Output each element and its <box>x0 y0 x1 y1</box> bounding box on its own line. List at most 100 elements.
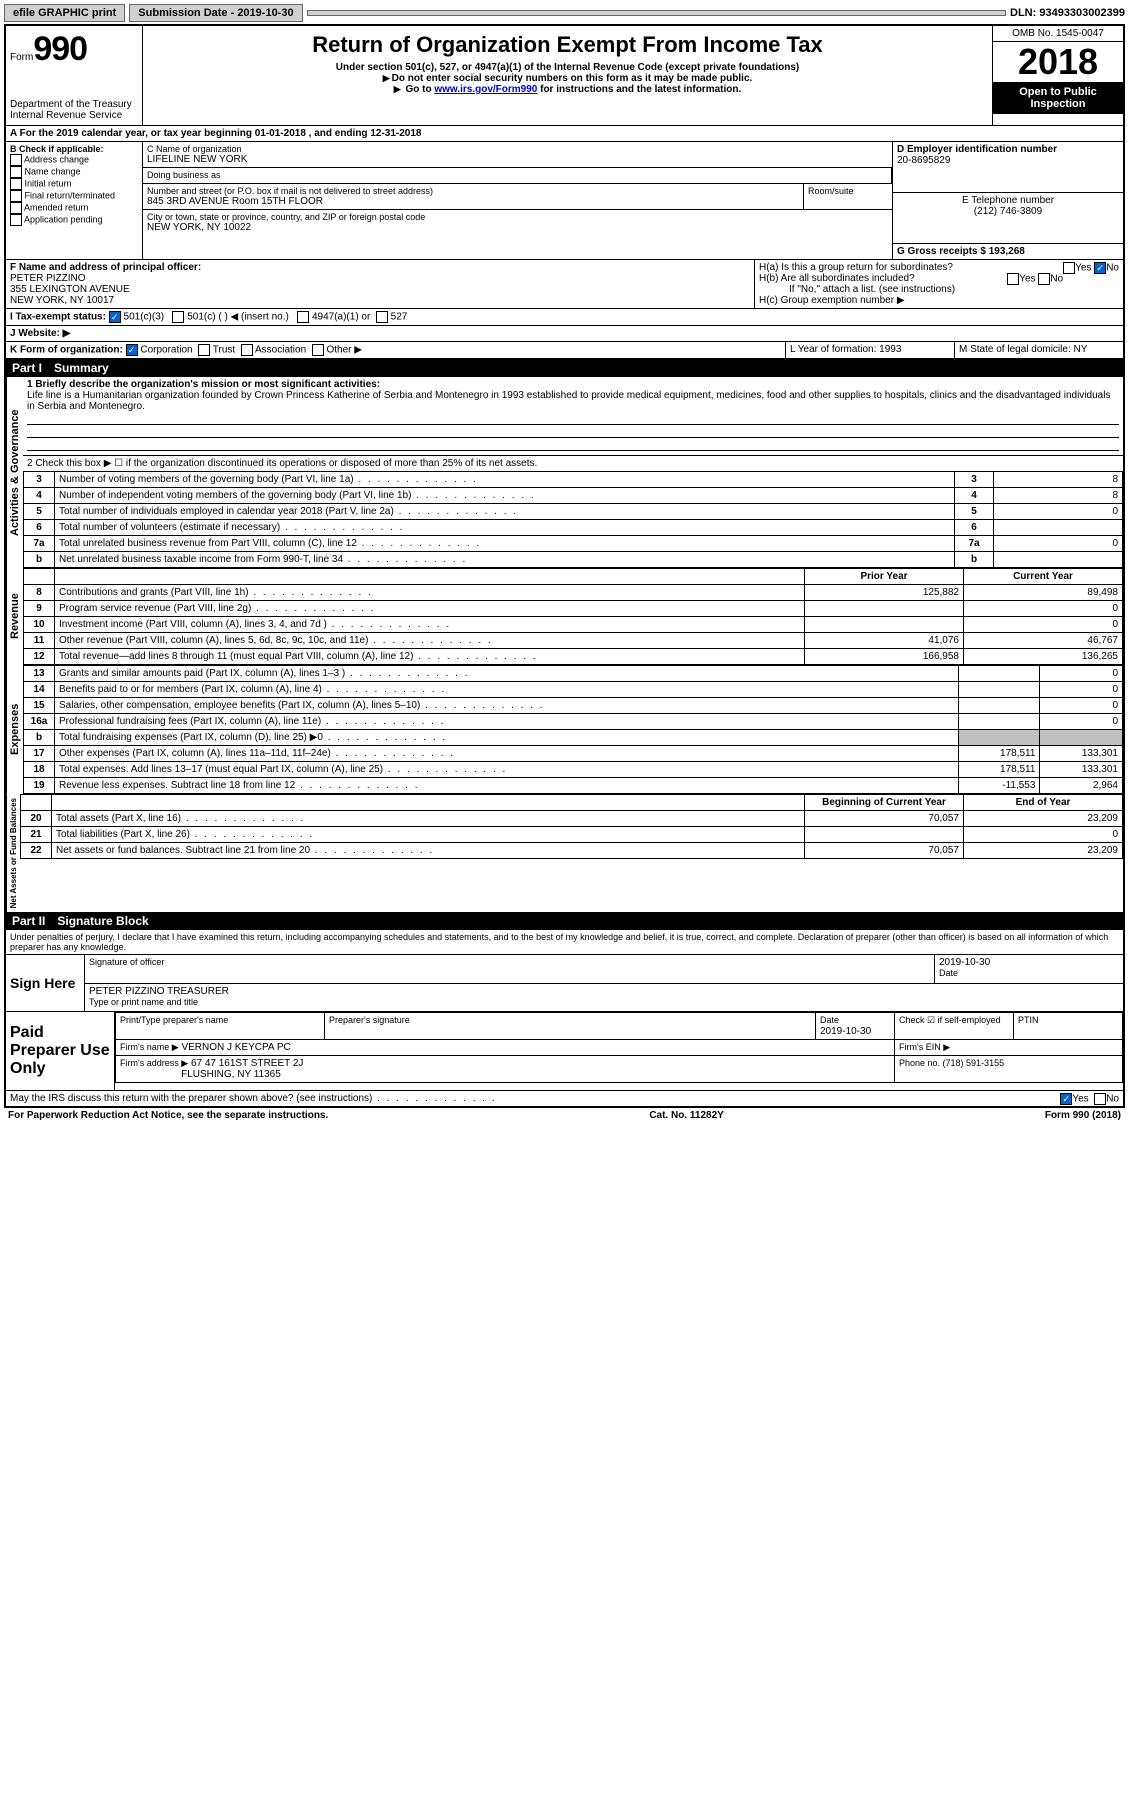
b-opt-check[interactable] <box>10 178 22 190</box>
ag-row: 5Total number of individuals employed in… <box>24 504 1123 520</box>
discuss-text: May the IRS discuss this return with the… <box>10 1093 497 1104</box>
form-outer: Form990 Department of the Treasury Inter… <box>4 24 1125 1108</box>
box-b: B Check if applicable: Address change Na… <box>6 142 143 260</box>
k-o4: Other ▶ <box>326 345 361 356</box>
submission-date-button[interactable]: Submission Date - 2019-10-30 <box>129 4 302 22</box>
box-l: L Year of formation: 1993 <box>786 342 955 359</box>
f-label: F Name and address of principal officer: <box>10 262 201 273</box>
part-i-bar: Part I Summary <box>6 359 1123 377</box>
k-corp[interactable]: ✓ <box>126 344 138 356</box>
ha-yes[interactable] <box>1063 262 1075 274</box>
part-ii-bar: Part II Signature Block <box>6 912 1123 930</box>
sign-here: Sign Here <box>6 955 85 1011</box>
f-name: PETER PIZZINO <box>10 273 86 284</box>
city: NEW YORK, NY 10022 <box>147 222 888 233</box>
sig-name-lbl: Type or print name and title <box>89 997 198 1007</box>
bcd-block: B Check if applicable: Address change Na… <box>6 142 1123 260</box>
d-label: D Employer identification number <box>897 144 1057 155</box>
ag-row: 3Number of voting members of the governi… <box>24 472 1123 488</box>
vlabel-exp: Expenses <box>6 665 23 794</box>
form-990: 990 <box>33 30 87 68</box>
ag-table: 3Number of voting members of the governi… <box>23 471 1123 568</box>
b-opt-check[interactable] <box>10 214 22 226</box>
tax-year: 2018 <box>993 42 1123 82</box>
table-row: 10Investment income (Part VIII, column (… <box>24 617 1123 633</box>
exp-table: 13Grants and similar amounts paid (Part … <box>23 665 1123 794</box>
sig-date-lbl: Date <box>939 968 958 978</box>
table-row: 12Total revenue—add lines 8 through 11 (… <box>24 649 1123 665</box>
i-o4: 527 <box>391 312 408 323</box>
b-opt-check[interactable] <box>10 202 22 214</box>
phone: (212) 746-3809 <box>897 206 1119 217</box>
top-bar: efile GRAPHIC print Submission Date - 20… <box>4 4 1125 22</box>
hb-no[interactable] <box>1038 273 1050 285</box>
vlabel-ag: Activities & Governance <box>6 377 23 568</box>
preparer-table: Print/Type preparer's name Preparer's si… <box>115 1012 1123 1083</box>
yes-lbl: Yes <box>1072 1094 1088 1105</box>
q2: 2 Check this box ▶ ☐ if the organization… <box>23 456 1123 471</box>
discuss-row: May the IRS discuss this return with the… <box>6 1091 1123 1106</box>
line-a: A For the 2019 calendar year, or tax yea… <box>6 126 1123 142</box>
k-label: K Form of organization: <box>10 345 123 356</box>
fh-block: F Name and address of principal officer:… <box>6 260 1123 309</box>
open-public: Open to Public Inspection <box>993 82 1123 114</box>
ag-row: 6Total number of volunteers (estimate if… <box>24 520 1123 536</box>
b-opt-check[interactable] <box>10 190 22 202</box>
discuss-yes[interactable]: ✓ <box>1060 1093 1072 1105</box>
dba-label: Doing business as <box>147 170 221 180</box>
ptin-lbl: PTIN <box>1018 1015 1039 1025</box>
org-name: LIFELINE NEW YORK <box>147 154 888 165</box>
subtitle-2: Do not enter social security numbers on … <box>151 73 984 84</box>
i-4947[interactable] <box>297 311 309 323</box>
k-trust[interactable] <box>198 344 210 356</box>
g-gross: G Gross receipts $ 193,268 <box>893 244 1123 259</box>
prep-sig-lbl: Preparer's signature <box>329 1015 410 1025</box>
box-deg: D Employer identification number 20-8695… <box>892 142 1123 260</box>
part-ii-title: Signature Block <box>57 914 148 928</box>
sig-decl: Under penalties of perjury, I declare th… <box>6 930 1123 955</box>
b-option: Application pending <box>10 214 138 226</box>
omb-no: OMB No. 1545-0047 <box>993 26 1123 42</box>
dln-label: DLN: 93493303002399 <box>1010 7 1125 19</box>
table-row: 16aProfessional fundraising fees (Part I… <box>24 714 1123 730</box>
b-opt-check[interactable] <box>10 154 22 166</box>
i-527[interactable] <box>376 311 388 323</box>
ag-row: 4Number of independent voting members of… <box>24 488 1123 504</box>
addr: 845 3RD AVENUE Room 15TH FLOOR <box>147 196 799 207</box>
firm-addr1: 67 47 161ST STREET 2J <box>191 1058 303 1069</box>
k-other[interactable] <box>312 344 324 356</box>
efile-print-button[interactable]: efile GRAPHIC print <box>4 4 125 22</box>
i-501c3[interactable]: ✓ <box>109 311 121 323</box>
i-501c[interactable] <box>172 311 184 323</box>
b-option: Address change <box>10 154 138 166</box>
form990-link[interactable]: www.irs.gov/Form990 <box>434 84 537 95</box>
b-opt-check[interactable] <box>10 166 22 178</box>
mission: Life line is a Humanitarian organization… <box>27 390 1110 412</box>
table-row: 20Total assets (Part X, line 16)70,05723… <box>21 811 1123 827</box>
title-cell: Return of Organization Exempt From Incom… <box>143 26 992 125</box>
box-i: I Tax-exempt status: ✓ 501(c)(3) 501(c) … <box>6 309 1123 326</box>
box-k: K Form of organization: ✓ Corporation Tr… <box>6 342 786 359</box>
i-label: I Tax-exempt status: <box>10 312 106 323</box>
sub3-post: for instructions and the latest informat… <box>537 84 741 95</box>
hb-yes[interactable] <box>1007 273 1019 285</box>
table-row: 18Total expenses. Add lines 13–17 (must … <box>24 762 1123 778</box>
ha-no[interactable]: ✓ <box>1094 262 1106 274</box>
h-c: H(c) Group exemption number ▶ <box>759 295 1119 306</box>
ein: 20-8695829 <box>897 155 950 166</box>
table-row: bTotal fundraising expenses (Part IX, co… <box>24 730 1123 746</box>
prep-name-lbl: Print/Type preparer's name <box>120 1015 228 1025</box>
b-option: Final return/terminated <box>10 190 138 202</box>
sig-date: 2019-10-30 <box>939 957 990 968</box>
e-label: E Telephone number <box>897 195 1119 206</box>
sig-officer-lbl: Signature of officer <box>89 957 930 967</box>
q1: 1 Briefly describe the organization's mi… <box>27 379 380 390</box>
f-addr2: NEW YORK, NY 10017 <box>10 295 114 306</box>
table-row: 15Salaries, other compensation, employee… <box>24 698 1123 714</box>
firm-phone: Phone no. (718) 591-3155 <box>899 1058 1004 1068</box>
c-name-label: C Name of organization <box>147 144 888 154</box>
k-assoc[interactable] <box>241 344 253 356</box>
discuss-no[interactable] <box>1094 1093 1106 1105</box>
part-i-num: Part I <box>12 361 42 375</box>
paid-preparer: Paid Preparer Use Only <box>6 1012 115 1090</box>
